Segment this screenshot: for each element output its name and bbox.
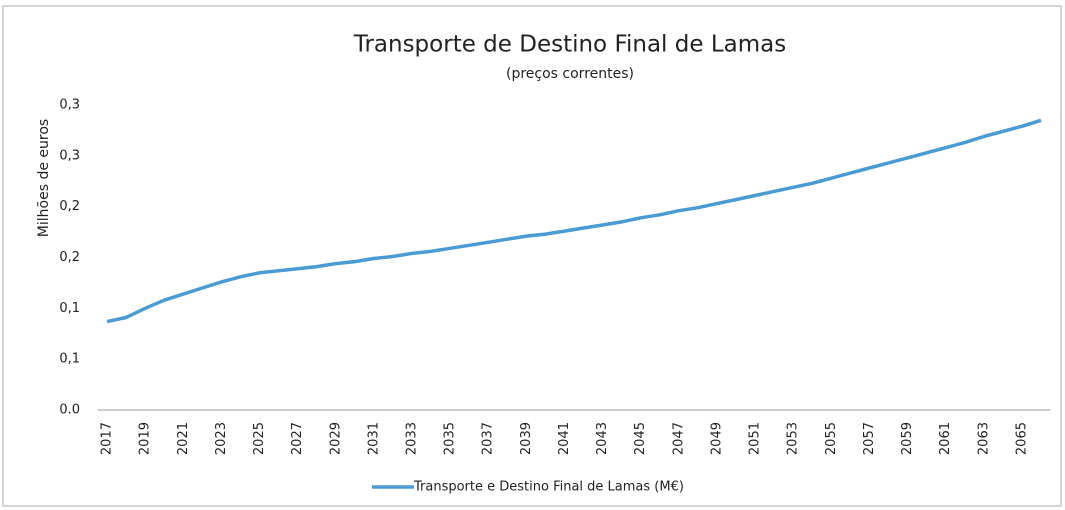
x-tick-label: 2061 xyxy=(938,422,953,455)
x-tick-label: 2033 xyxy=(404,422,419,455)
x-tick-label: 2045 xyxy=(633,422,648,455)
chart-title: Transporte de Destino Final de Lamas xyxy=(353,32,786,58)
x-tick-label: 2029 xyxy=(328,422,343,455)
y-tick-label: 0,2 xyxy=(59,250,80,265)
x-tick-label: 2037 xyxy=(481,422,496,455)
x-tick-label: 2025 xyxy=(252,422,267,455)
y-tick-label: 0,2 xyxy=(59,199,80,214)
x-tick-label: 2053 xyxy=(786,422,801,455)
chart-subtitle: (preços correntes) xyxy=(506,66,634,82)
x-tick-label: 2035 xyxy=(443,422,458,455)
x-tick-label: 2043 xyxy=(595,422,610,455)
data-line xyxy=(106,118,1042,324)
y-tick-label: 0,1 xyxy=(59,352,80,367)
x-tick-label: 2023 xyxy=(214,422,229,455)
x-tick-label: 2019 xyxy=(138,422,153,455)
y-tick-label: 0.0 xyxy=(59,403,80,418)
x-tick-label: 2049 xyxy=(709,422,724,455)
x-tick-label: 2041 xyxy=(557,422,572,455)
x-tick-label: 2065 xyxy=(1014,422,1029,455)
x-tick-label: 2039 xyxy=(519,422,534,455)
x-tick-label: 2059 xyxy=(900,422,915,455)
x-tick-label: 2057 xyxy=(862,422,877,455)
y-tick-label: 0,3 xyxy=(59,98,80,113)
x-tick-label: 2063 xyxy=(976,422,991,455)
chart-border xyxy=(2,5,1062,507)
x-tick-label: 2017 xyxy=(100,422,115,455)
x-tick-label: 2031 xyxy=(366,422,381,455)
x-tick-label: 2051 xyxy=(748,422,763,455)
y-tick-label: 0,1 xyxy=(59,301,80,316)
legend-label: Transporte e Destino Final de Lamas (M€) xyxy=(413,480,684,495)
x-tick-label: 2027 xyxy=(290,422,305,455)
y-axis-label: Milhões de euros xyxy=(36,119,52,237)
x-tick-label: 2047 xyxy=(671,422,686,455)
x-tick-label: 2021 xyxy=(176,422,191,455)
y-tick-label: 0,3 xyxy=(59,148,80,163)
x-tick-label: 2055 xyxy=(824,422,839,455)
